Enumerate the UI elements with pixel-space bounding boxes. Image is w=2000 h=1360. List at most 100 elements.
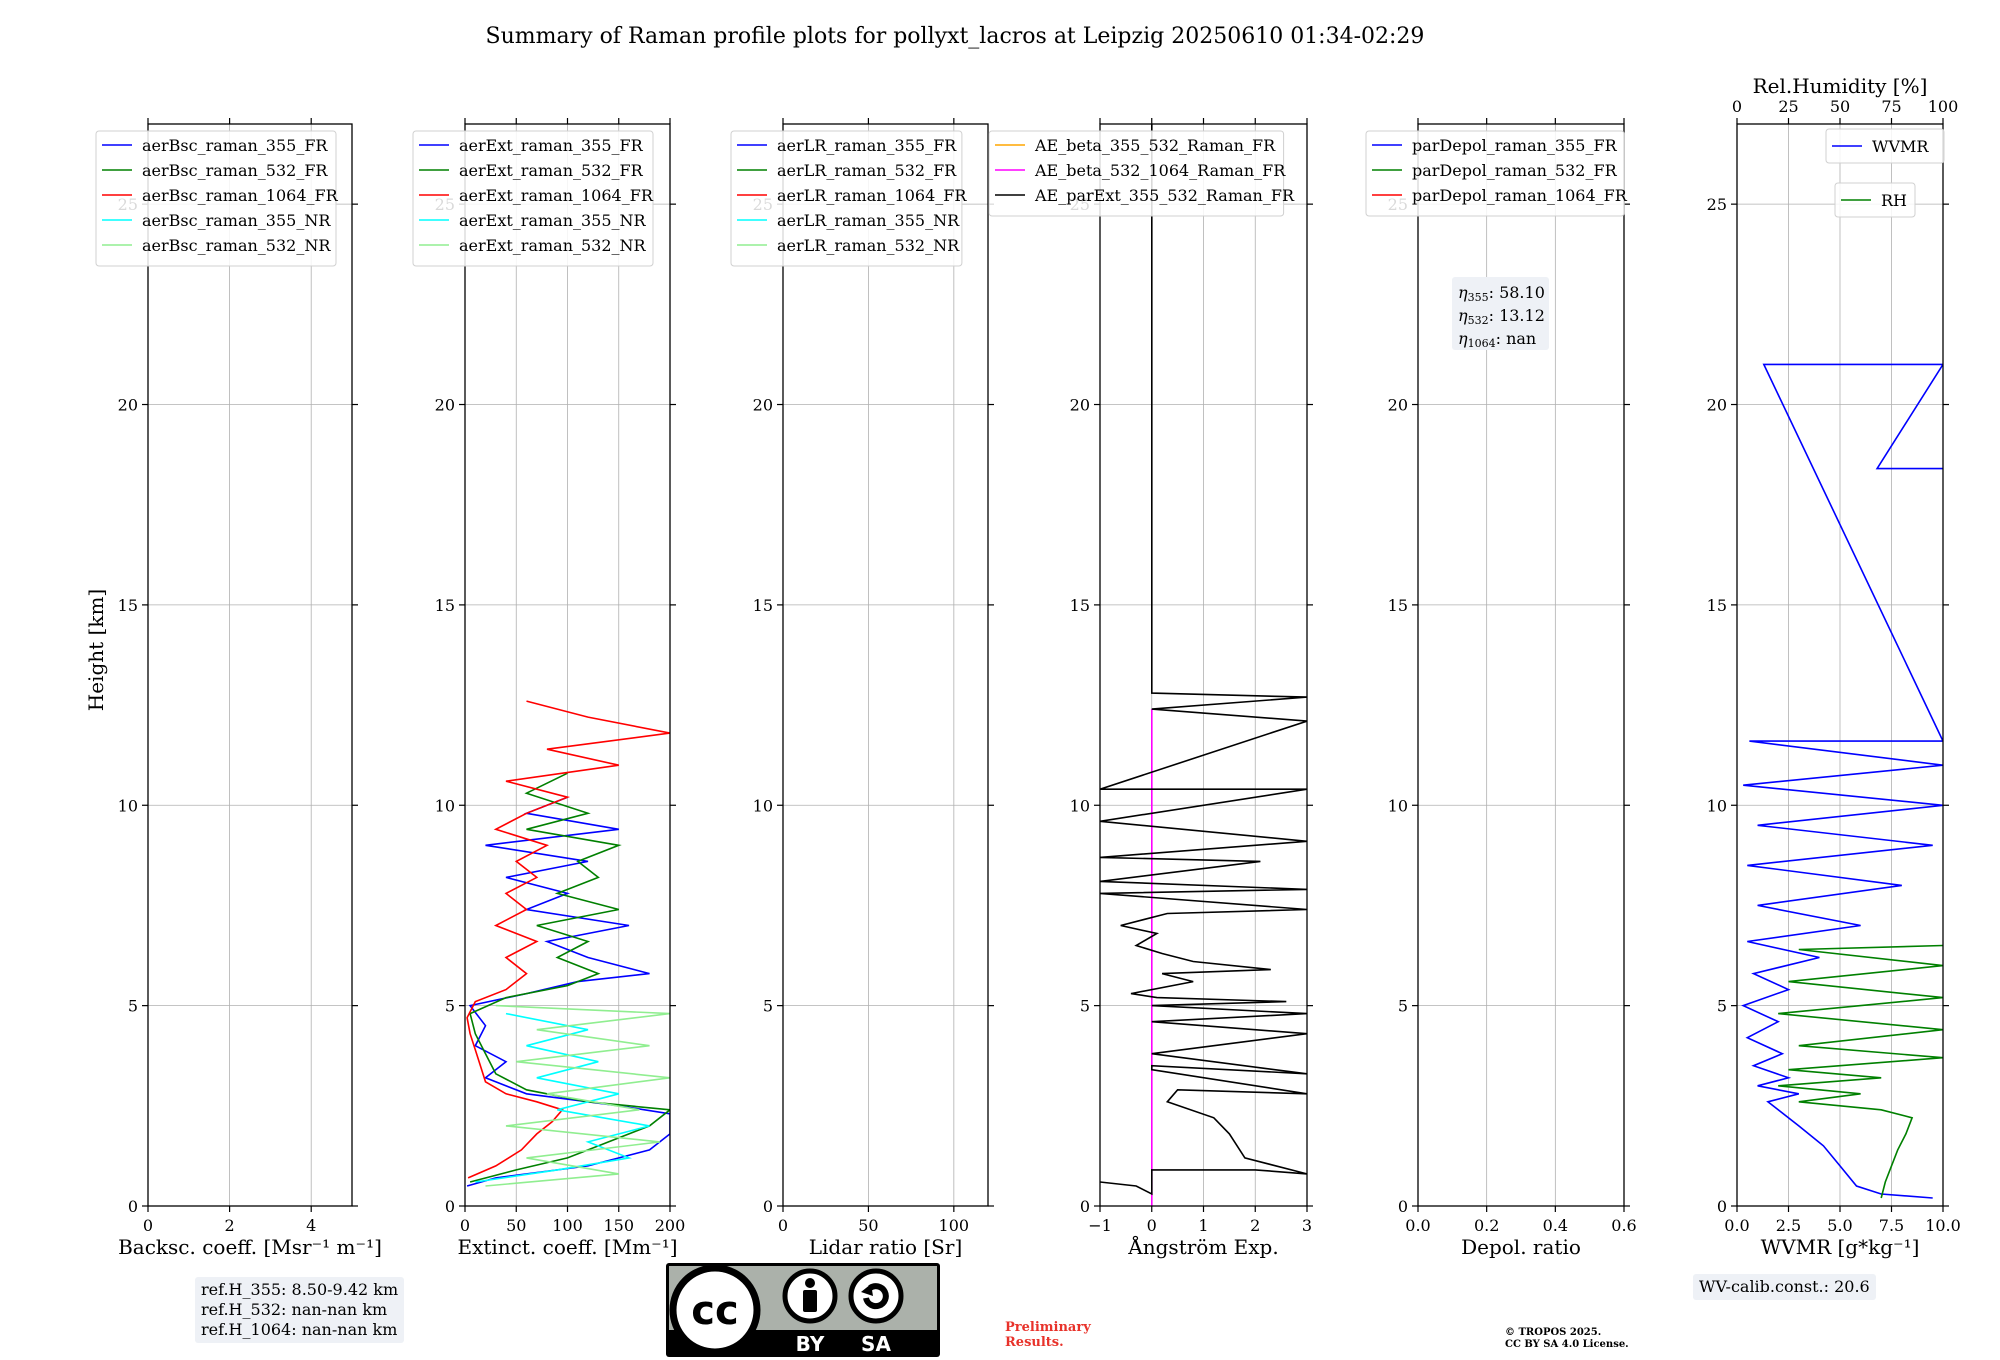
x-tick-label: 0.0 — [1724, 1216, 1749, 1235]
series-line-WVMR — [1741, 363, 1943, 1199]
copyright-line-2: CC BY SA 4.0 License. — [1505, 1339, 1629, 1350]
sa-share-icon — [848, 1268, 904, 1324]
y-tick-label: 5 — [1398, 997, 1408, 1016]
eta-value-355: η355: 58.10 — [1458, 283, 1545, 304]
x-tick-label: 100 — [939, 1216, 970, 1235]
y-tick-label: 0 — [445, 1197, 455, 1216]
x2-axis-label: Rel.Humidity [%] — [1753, 74, 1928, 98]
panel-extinction: 0501001502000510152025Extinct. coeff. [M… — [412, 118, 686, 1259]
y-tick-label: 10 — [435, 796, 455, 815]
y-tick-label: 20 — [1070, 396, 1090, 415]
series-line-AE_parExt_355_532_Raman_FR — [1100, 124, 1307, 1196]
y-tick-label: 20 — [1707, 396, 1727, 415]
x-tick-label: 200 — [655, 1216, 686, 1235]
y-tick-label: 10 — [753, 796, 773, 815]
series-line-aerExt_raman_1064_FR — [466, 700, 670, 1179]
series-line-RH — [1778, 944, 1943, 1199]
y-axis-label: Height [km] — [84, 589, 108, 711]
svg-text:SA: SA — [861, 1332, 891, 1356]
y-tick-label: 5 — [445, 997, 455, 1016]
ref-height-355: ref.H_355: 8.50-9.42 km — [201, 1280, 399, 1299]
x-tick-label: 3 — [1302, 1216, 1312, 1235]
figure-title: Summary of Raman profile plots for polly… — [486, 24, 1425, 49]
x-axis-label: Backsc. coeff. [Msr⁻¹ m⁻¹] — [118, 1235, 382, 1259]
legend-label-aerBsc_raman_532_NR: aerBsc_raman_532_NR — [142, 236, 331, 255]
legend-WVMR: WVMR — [1825, 128, 1945, 164]
x-tick-label: 0.4 — [1543, 1216, 1568, 1235]
y-tick-label: 20 — [435, 396, 455, 415]
legend-RH: RH — [1834, 182, 1916, 218]
x-tick-label: 150 — [603, 1216, 634, 1235]
panel-backscatter: 0240510152025Backsc. coeff. [Msr⁻¹ m⁻¹]a… — [95, 118, 382, 1259]
x2-tick-label: 100 — [1928, 97, 1959, 116]
legend: aerLR_raman_355_FR aerLR_raman_532_FR aerL… — [730, 130, 967, 267]
x2-tick-label: 75 — [1881, 97, 1901, 116]
x-axis-label: WVMR [g*kg⁻¹] — [1761, 1235, 1920, 1259]
legend-label: WVMR — [1872, 137, 1929, 156]
y-tick-label: 0 — [763, 1197, 773, 1216]
legend: AE_beta_355_532_Raman_FR AE_beta_532_1064… — [988, 130, 1295, 217]
x-tick-label: 100 — [552, 1216, 583, 1235]
legend: aerExt_raman_355_FR aerExt_raman_532_FRae… — [412, 130, 654, 267]
eta-box-bg — [1452, 277, 1549, 350]
legend-label-AE_beta_532_1064_Raman_FR: AE_beta_532_1064_Raman_FR — [1034, 161, 1286, 180]
x2-tick-label: 0 — [1732, 97, 1742, 116]
legend-label-aerBsc_raman_355_FR: aerBsc_raman_355_FR — [142, 136, 328, 155]
x-tick-label: 2.5 — [1776, 1216, 1801, 1235]
legend-label: RH — [1881, 191, 1907, 210]
ref-height-box: ref.H_355: 8.50-9.42 km ref.H_532: nan-n… — [195, 1277, 405, 1343]
x-tick-label: 0.6 — [1611, 1216, 1636, 1235]
legend-box — [1834, 182, 1916, 218]
cc-logo-icon — [669, 1264, 761, 1356]
y-tick-label: 15 — [118, 596, 138, 615]
panel-depolarization: 0.00.20.40.60510152025Depol. ratioparDep… — [1365, 118, 1637, 1259]
y-tick-label: 5 — [1080, 997, 1090, 1016]
x-tick-label: 0 — [1147, 1216, 1157, 1235]
y-tick-label: 10 — [1707, 796, 1727, 815]
panel-lidar_ratio: 0501000510152025Lidar ratio [Sr]aerLR_ra… — [730, 118, 994, 1259]
x-tick-label: 2 — [225, 1216, 235, 1235]
wv-calib-label: WV-calib.const.: 20.6 — [1699, 1277, 1870, 1296]
legend-label-aerLR_raman_355_NR: aerLR_raman_355_NR — [777, 211, 960, 230]
legend-label-aerExt_raman_1064_FR: aerExt_raman_1064_FR — [459, 186, 654, 205]
y-tick-label: 20 — [118, 396, 138, 415]
y-tick-label: 10 — [1388, 796, 1408, 815]
y-tick-label: 5 — [763, 997, 773, 1016]
legend-box — [730, 130, 963, 267]
series-line-aerExt_raman_355_NR — [475, 1012, 650, 1183]
x-tick-label: 50 — [858, 1216, 878, 1235]
x-tick-label: 7.5 — [1879, 1216, 1904, 1235]
series-line-aerExt_raman_532_NR — [485, 1004, 670, 1187]
legend-label-aerExt_raman_532_FR: aerExt_raman_532_FR — [459, 161, 644, 180]
y-tick-label: 20 — [753, 396, 773, 415]
x-axis-label: Ångström Exp. — [1127, 1234, 1278, 1259]
ref-height-532: ref.H_532: nan-nan km — [201, 1300, 388, 1319]
panel-water_vapor: 0.0 2.5 5.0 7.5 10.0 0 5 10 15 20 25 0 25 50 75 100Rel.… — [1707, 74, 1961, 1259]
x-tick-label: 0.0 — [1405, 1216, 1430, 1235]
y-tick-label: 10 — [1070, 796, 1090, 815]
legend-label-AE_parExt_355_532_Raman_FR: AE_parExt_355_532_Raman_FR — [1034, 186, 1295, 205]
y-tick-label: 15 — [435, 596, 455, 615]
y-tick-label: 5 — [128, 997, 138, 1016]
y-tick-label: 0 — [128, 1197, 138, 1216]
panel-angstrom: −101230510152025Ångström Exp.AE_beta_355… — [988, 118, 1313, 1259]
legend-label-parDepol_raman_1064_FR: parDepol_raman_1064_FR — [1412, 186, 1628, 205]
x-tick-label: 0 — [460, 1216, 470, 1235]
y-tick-label: 25 — [1707, 195, 1727, 214]
axes-frame — [147, 123, 353, 1207]
x-tick-label: 50 — [506, 1216, 526, 1235]
y-tick-label: 15 — [1388, 596, 1408, 615]
x2-tick-label: 50 — [1830, 97, 1850, 116]
legend-box — [95, 130, 337, 267]
copyright-notice: © TROPOS 2025. CC BY SA 4.0 License. — [1505, 1327, 1629, 1351]
y-tick-label: 15 — [753, 596, 773, 615]
x-tick-label: 5.0 — [1827, 1216, 1852, 1235]
legend-label-parDepol_raman_355_FR: parDepol_raman_355_FR — [1412, 136, 1618, 155]
legend-label-aerLR_raman_532_FR: aerLR_raman_532_FR — [777, 161, 957, 180]
cc-license-badge: cc BY SA — [666, 1263, 940, 1357]
legend: aerBsc_raman_355_FR aerBsc_raman_532_FRae… — [95, 130, 339, 267]
legend-label-aerLR_raman_1064_FR: aerLR_raman_1064_FR — [777, 186, 967, 205]
x-axis-label: Lidar ratio [Sr] — [809, 1235, 963, 1259]
x-tick-label: 2 — [1250, 1216, 1260, 1235]
series-line-aerExt_raman_532_FR — [469, 772, 670, 1183]
